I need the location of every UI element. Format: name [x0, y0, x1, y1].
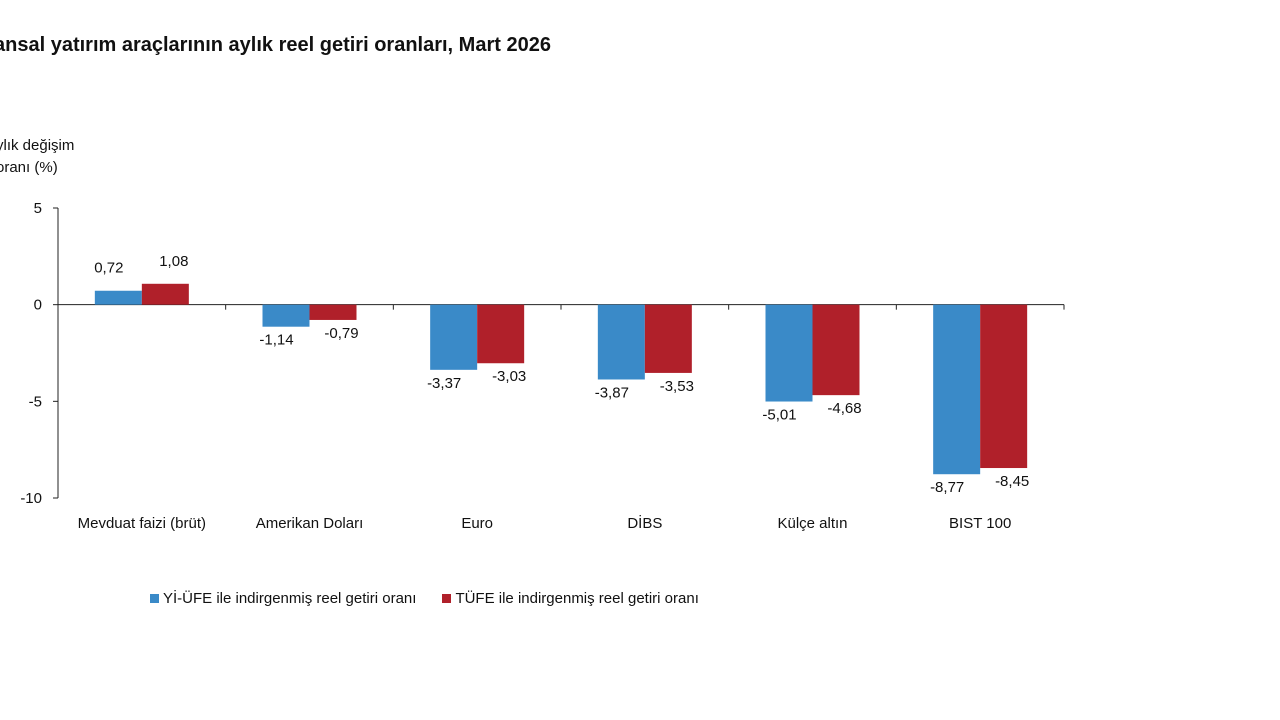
- data-label-s0-c3: -3,87: [595, 384, 629, 401]
- data-label-s1-c3: -3,53: [660, 378, 694, 395]
- legend-label-tufe: TÜFE ile indirgenmiş reel getiri oranı: [455, 590, 699, 607]
- bar-s1-c1: [309, 304, 357, 320]
- legend-item-tufe: TÜFE ile indirgenmiş reel getiri oranı: [442, 590, 699, 607]
- bar-s0-c4: [765, 304, 813, 402]
- axis-layer: 5 0 -5 -10: [20, 200, 1065, 507]
- category-label-5: BIST 100: [949, 515, 1011, 532]
- bar-s1-c5: [980, 304, 1028, 469]
- bar-s1-c0: [141, 283, 189, 305]
- legend-swatch-tufe: [442, 594, 452, 603]
- category-label-4: Külçe altın: [777, 515, 847, 532]
- bar-s1-c3: [644, 304, 692, 373]
- bar-s0-c2: [430, 304, 478, 370]
- data-label-s0-c5: -8,77: [930, 479, 964, 496]
- labels-layer: Mevduat faizi (brüt) Amerikan Doları Euro D…: [78, 253, 1030, 532]
- data-label-s0-c4: -5,01: [762, 407, 796, 424]
- y-axis-label-line-2: oranı (%): [0, 159, 58, 176]
- legend-item-yiufe: Yİ-ÜFE ile indirgenmiş reel getiri oranı: [150, 590, 416, 607]
- bar-s1-c2: [477, 304, 525, 364]
- category-label-1: Amerikan Doları: [256, 515, 364, 532]
- y-tick-label-2: -5: [29, 393, 42, 410]
- bars-layer: [94, 283, 1028, 475]
- legend: Yİ-ÜFE ile indirgenmiş reel getiri oranı…: [150, 590, 725, 607]
- data-label-s0-c0: 0,72: [94, 260, 123, 277]
- y-tick-label-1: 0: [34, 297, 42, 314]
- legend-label-yiufe: Yİ-ÜFE ile indirgenmiş reel getiri oranı: [163, 590, 417, 607]
- category-label-2: Euro: [461, 515, 493, 532]
- data-label-s0-c1: -1,14: [259, 332, 293, 349]
- y-tick-label-3: -10: [20, 490, 42, 507]
- data-label-s0-c2: -3,37: [427, 375, 461, 392]
- legend-swatch-yiufe: [150, 594, 159, 603]
- bar-s1-c4: [812, 304, 860, 396]
- data-label-s1-c0: 1,08: [159, 253, 188, 270]
- data-label-s1-c2: -3,03: [492, 368, 526, 385]
- y-axis-label: ylık değişim oranı (%): [0, 135, 74, 179]
- bar-s0-c5: [933, 304, 981, 475]
- data-label-s1-c4: -4,68: [827, 400, 861, 417]
- data-label-s1-c5: -8,45: [995, 473, 1029, 490]
- y-tick-label-0: 5: [34, 200, 42, 217]
- category-label-0: Mevduat faizi (brüt): [78, 515, 206, 532]
- category-label-3: DİBS: [627, 514, 662, 532]
- y-axis-label-line-1: ylık değişim: [0, 137, 75, 154]
- data-label-s1-c1: -0,79: [324, 325, 358, 342]
- chart-title: ansal yatırım araçlarının aylık reel get…: [0, 34, 551, 56]
- bar-s0-c1: [262, 304, 310, 327]
- bar-s0-c3: [597, 304, 645, 380]
- bar-s0-c0: [94, 290, 142, 305]
